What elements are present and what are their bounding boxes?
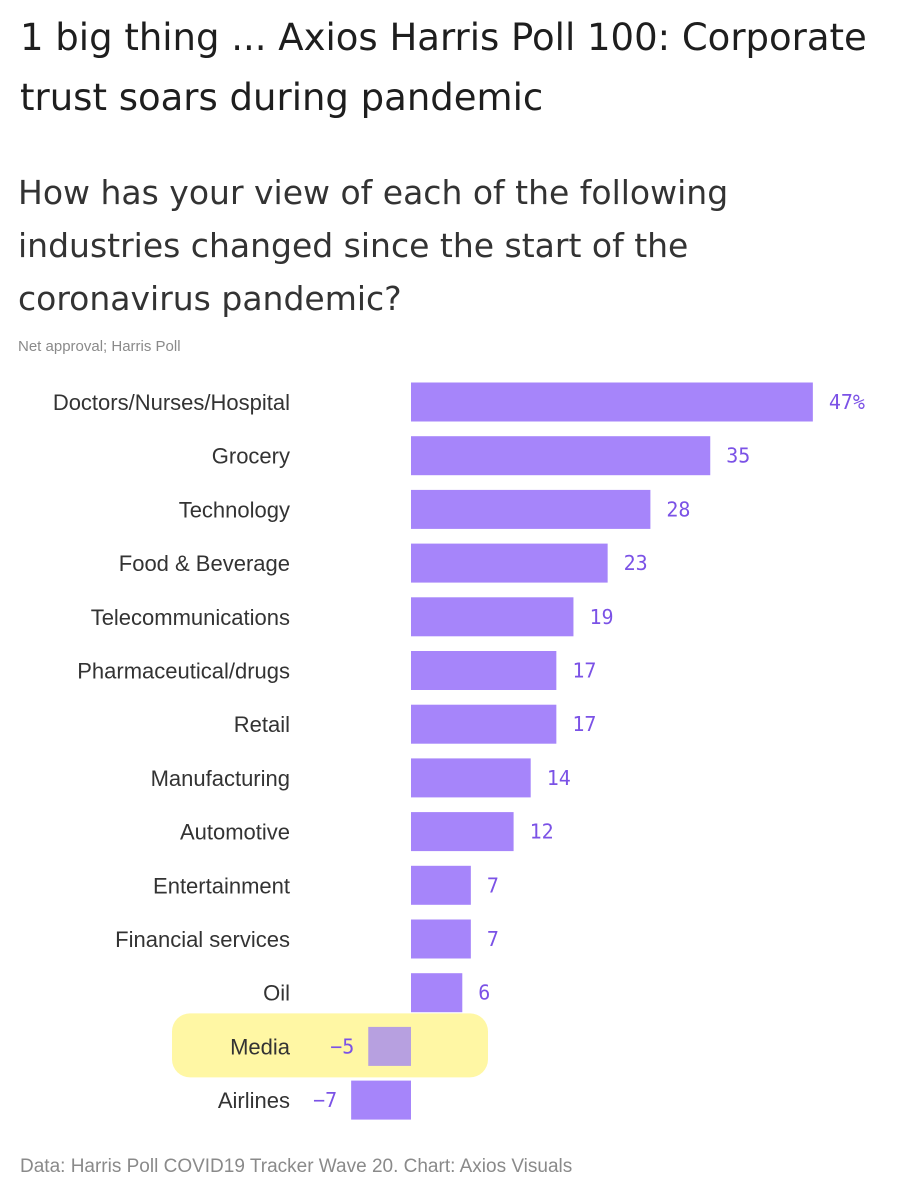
category-label-telecommunications: Telecommunications [91, 605, 290, 630]
value-label-financial-services: 7 [487, 927, 499, 951]
value-label-airlines: −7 [313, 1088, 337, 1112]
bar-retail [411, 704, 557, 744]
value-label-pharmaceutical-drugs: 17 [572, 659, 596, 683]
bar-telecommunications [411, 597, 574, 637]
value-label-manufacturing: 14 [547, 766, 571, 790]
bar-technology [411, 489, 651, 529]
category-label-automotive: Automotive [180, 820, 290, 845]
chart-title: How has your view of each of the followi… [18, 173, 729, 318]
bar-oil [411, 973, 463, 1013]
bar-financial-services [411, 919, 471, 959]
bar-automotive [411, 812, 514, 852]
bar-chart: Doctors/Nurses/Hospital 47% Grocery 35 Techn… [53, 382, 865, 1120]
bar-entertainment [411, 865, 471, 905]
bar-grocery [411, 436, 711, 476]
category-label-technology: Technology [179, 497, 290, 522]
value-label-oil: 6 [478, 981, 490, 1005]
category-label-doctors-nurses-hospital: Doctors/Nurses/Hospital [53, 390, 290, 415]
bar-media [368, 1026, 411, 1066]
category-label-financial-services: Financial services [115, 927, 290, 952]
category-label-retail: Retail [234, 712, 290, 737]
category-label-manufacturing: Manufacturing [151, 766, 290, 791]
bar-pharmaceutical-drugs [411, 651, 557, 690]
value-label-food-beverage: 23 [624, 551, 648, 575]
value-label-doctors-nurses-hospital: 47% [829, 390, 865, 414]
category-label-grocery: Grocery [212, 444, 290, 469]
article-headline: 1 big thing ... Axios Harris Poll 100: C… [20, 16, 867, 119]
chart-subtitle: Net approval; Harris Poll [18, 338, 181, 355]
bar-doctors-nurses-hospital [411, 382, 813, 422]
category-label-media: Media [230, 1034, 291, 1059]
category-label-pharmaceutical-drugs: Pharmaceutical/drugs [77, 659, 290, 684]
value-label-retail: 17 [572, 712, 596, 736]
chart-source: Data: Harris Poll COVID19 Tracker Wave 2… [20, 1156, 573, 1177]
category-label-entertainment: Entertainment [153, 873, 290, 898]
value-label-grocery: 35 [726, 444, 750, 468]
category-label-airlines: Airlines [218, 1088, 290, 1113]
bar-manufacturing [411, 758, 531, 798]
value-label-telecommunications: 19 [589, 605, 613, 629]
bar-food-beverage [411, 543, 608, 583]
value-label-automotive: 12 [530, 820, 554, 844]
value-label-entertainment: 7 [487, 873, 499, 897]
value-label-technology: 28 [666, 497, 690, 521]
bar-airlines [351, 1080, 411, 1120]
category-label-food-beverage: Food & Beverage [119, 551, 290, 576]
category-label-oil: Oil [263, 981, 290, 1006]
value-label-media: −5 [330, 1034, 354, 1058]
